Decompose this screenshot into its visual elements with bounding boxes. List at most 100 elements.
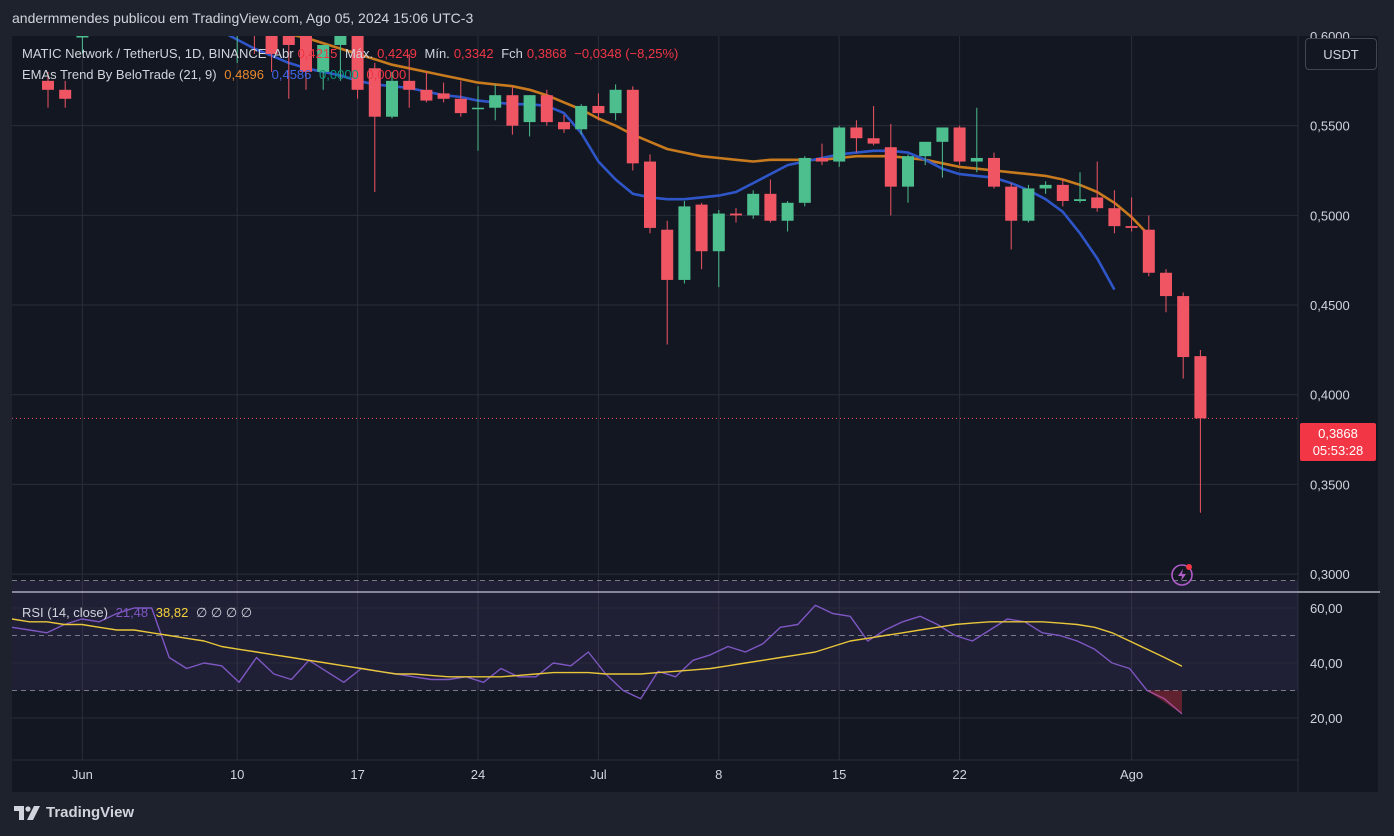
candle-body (644, 161, 656, 228)
candle-body (609, 89, 622, 114)
candle-body (1022, 188, 1035, 221)
time-tick-label: 8 (715, 767, 722, 782)
candle-body (282, 36, 295, 45)
ema-extra-value-2: 0,0000 (366, 67, 407, 82)
candle-body (76, 36, 89, 38)
candle-body (1125, 226, 1138, 228)
candle-body (368, 68, 381, 117)
candle-body (403, 80, 416, 90)
candle-body (867, 138, 880, 144)
time-tick-label: 10 (230, 767, 244, 782)
rsi-legend: RSI (14, close) 21,48 38,82 ∅ ∅ ∅ ∅ (22, 605, 256, 621)
ema9-value: 0,4586 (271, 67, 312, 82)
rsi-value: 21,48 (115, 605, 149, 620)
close-label: Fch (501, 46, 523, 61)
rsi-na-values: ∅ ∅ ∅ ∅ (195, 605, 253, 620)
candle-body (695, 204, 708, 252)
publisher-header: andermmendes publicou em TradingView.com… (12, 10, 474, 26)
candle-body (936, 127, 949, 142)
candle-body (902, 156, 914, 187)
candle-body (1108, 208, 1121, 227)
price-tick-label: 0,3000 (1310, 567, 1350, 582)
time-tick-label: 24 (471, 767, 485, 782)
candle-body (540, 95, 553, 123)
candle-body (1142, 229, 1155, 273)
rsi-line (11, 604, 1183, 715)
candle-body (626, 89, 639, 164)
candle-body (300, 36, 312, 72)
candle-body (712, 213, 725, 252)
candle-body (988, 157, 1000, 187)
candle-body (1039, 184, 1052, 189)
candle-body (42, 80, 54, 90)
candle-body (730, 213, 742, 216)
tradingview-brand: TradingView (46, 804, 135, 821)
price-tick-label: 0,5500 (1310, 119, 1350, 134)
candle-body (970, 157, 983, 162)
rsi-ma-value: 38,82 (155, 605, 189, 620)
candle-body (437, 93, 450, 99)
candle-body (816, 157, 828, 162)
price-pane (42, 36, 1207, 513)
rsi-oversold-fill (1147, 690, 1182, 714)
price-axis-background (1298, 36, 1378, 792)
time-tick-label: Ago (1120, 767, 1143, 782)
candle-body (575, 105, 588, 130)
candle-body (1177, 296, 1190, 358)
price-tick-label: 0,4500 (1310, 298, 1350, 313)
candle-body (798, 157, 811, 203)
candle-body (454, 98, 467, 114)
candle-body (558, 122, 570, 130)
candle-body (953, 127, 966, 162)
candle-body (386, 80, 398, 117)
candle-body (678, 206, 691, 280)
candle-body (1005, 186, 1018, 221)
rsi-ma-line (11, 618, 1183, 678)
candle-body (489, 95, 502, 108)
ema21-value: 0,4896 (224, 67, 264, 82)
rsi-indicator-name[interactable]: RSI (14, close) (22, 605, 108, 620)
time-tick-label: Jul (590, 767, 607, 782)
time-tick-label: Jun (72, 767, 93, 782)
last-price-value: 0,3868 (1318, 426, 1358, 441)
candle-body (59, 89, 72, 99)
candle-body (1056, 184, 1069, 202)
low-label: Mín. (424, 46, 450, 61)
candle-body (523, 95, 536, 123)
tradingview-logo-icon (14, 805, 40, 820)
time-tick-label: 22 (952, 767, 966, 782)
currency-button[interactable]: USDT (1305, 38, 1377, 70)
candle-body (747, 193, 760, 216)
symbol-legend: MATIC Network / TetherUS, 1D, BINANCE Ab… (22, 46, 682, 61)
price-tick-label: 0,4000 (1310, 388, 1350, 403)
open-label: Abr (273, 46, 294, 61)
price-tick-label: 0,3500 (1310, 477, 1350, 492)
candle-body (472, 107, 484, 110)
rsi-tick-label: 60,00 (1310, 601, 1343, 616)
candle-body (1194, 356, 1207, 419)
rsi-tick-label: 40,00 (1310, 656, 1343, 671)
candle-body (1074, 199, 1086, 202)
candle-body (884, 147, 897, 187)
close-value: 0,3868 (526, 46, 567, 61)
candle-body (420, 89, 433, 101)
time-tick-label: 15 (832, 767, 846, 782)
high-label: Máx. (344, 46, 374, 61)
time-tick-label: 17 (350, 767, 364, 782)
candle-body (592, 105, 605, 114)
flash-alert-icon[interactable] (1170, 563, 1194, 587)
low-value: 0,3342 (453, 46, 494, 61)
candle-body (506, 95, 519, 126)
candle-body (919, 141, 932, 157)
ema-indicator-name[interactable]: EMAs Trend By BeloTrade (21, 9) (22, 67, 217, 82)
ema-legend: EMAs Trend By BeloTrade (21, 9) 0,4896 0… (22, 67, 410, 82)
candle-body (833, 127, 846, 162)
candle-body (661, 229, 674, 280)
candle-body (781, 202, 794, 221)
candle-body (1160, 272, 1172, 297)
symbol-name[interactable]: MATIC Network / TetherUS, 1D, BINANCE (22, 46, 267, 61)
rsi-pane (11, 604, 1183, 715)
candle-body (1091, 197, 1104, 209)
tradingview-logo[interactable]: TradingView (14, 804, 134, 821)
